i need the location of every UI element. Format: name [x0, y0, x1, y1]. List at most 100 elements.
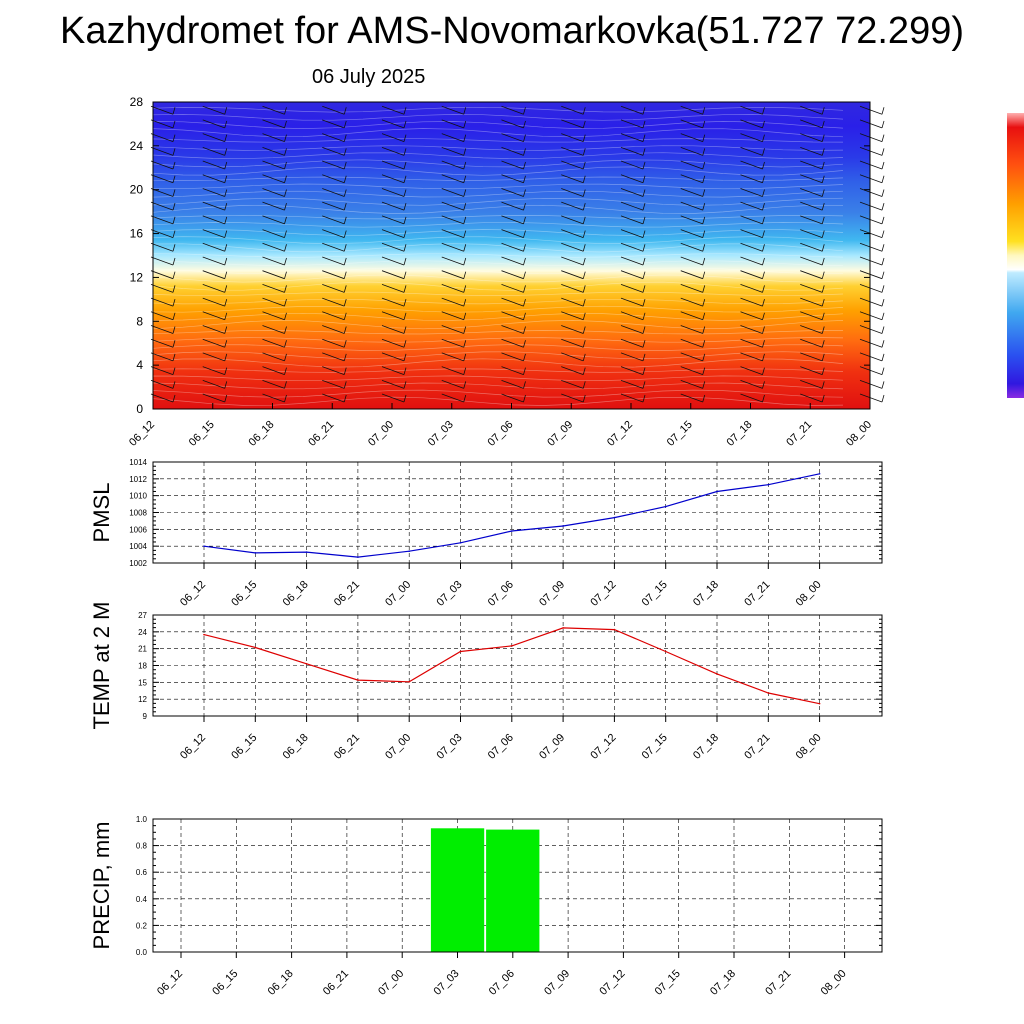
- wind-barb: [800, 119, 825, 129]
- wind-barb: [561, 379, 586, 389]
- wind-barb: [800, 325, 825, 334]
- wind-barb: [202, 201, 228, 211]
- pmsl-x-tick-label: 07_09: [537, 579, 567, 609]
- wind-barb: [202, 379, 228, 389]
- wind-barb: [859, 297, 885, 307]
- wind-barb: [859, 201, 885, 211]
- contour-line: [152, 312, 844, 321]
- wind-barb: [620, 270, 646, 280]
- wind-barb: [680, 256, 706, 266]
- wind-barb: [501, 366, 526, 376]
- wind-barb: [381, 201, 407, 211]
- wind-barb: [381, 338, 407, 348]
- wind-barb: [441, 133, 467, 143]
- wind-barb: [740, 174, 765, 184]
- wind-barb: [680, 352, 706, 362]
- wind-barb: [800, 284, 825, 293]
- wind-barb: [859, 133, 885, 143]
- wind-barb: [620, 256, 646, 266]
- pmsl-point: [408, 550, 411, 553]
- pmsl-x-tick-label: 06_15: [229, 579, 259, 609]
- wind-barb: [800, 133, 825, 143]
- pmsl-frame: [152, 461, 883, 564]
- wind-barb: [859, 366, 885, 376]
- wind-barb: [859, 119, 885, 129]
- wind-barb: [381, 242, 407, 252]
- wind-barb: [150, 338, 176, 348]
- wind-barb: [859, 311, 885, 321]
- wind-barb: [501, 215, 526, 225]
- wind-barb: [620, 297, 646, 307]
- temp-x-tick-label: 06_15: [229, 732, 259, 762]
- wind-barb: [150, 146, 176, 156]
- wind-barb: [620, 284, 646, 293]
- wind-barb: [680, 366, 706, 376]
- contour-line: [152, 243, 844, 253]
- temp-point: [305, 663, 308, 665]
- pmsl-point: [511, 530, 513, 532]
- wind-barb: [202, 366, 228, 376]
- wind-barb: [322, 188, 347, 197]
- wind-barb: [202, 188, 228, 197]
- heatmap-y-tick-label: 24: [130, 139, 144, 153]
- contour-line: [152, 274, 844, 283]
- wind-barb: [441, 229, 467, 238]
- wind-barb: [202, 297, 228, 307]
- temp-y-axis-label: TEMP at 2 M: [89, 602, 114, 730]
- wind-barb: [859, 393, 885, 403]
- heatmap-x-tick-label: 06_21: [306, 419, 336, 449]
- wind-barb: [202, 242, 228, 252]
- wind-barb: [262, 229, 287, 238]
- wind-barb: [800, 160, 825, 170]
- contour-line: [152, 106, 844, 113]
- wind-barb: [800, 215, 825, 225]
- contour-line: [152, 320, 844, 330]
- pmsl-x-tick-label: 06_21: [332, 579, 362, 609]
- temp-point: [664, 650, 667, 653]
- precip-y-tick-label: 0.8: [136, 842, 148, 851]
- wind-barb: [501, 133, 526, 143]
- heatmap-x-tick-label: 07_12: [605, 419, 635, 449]
- temp-x-tick-label: 07_12: [588, 732, 618, 762]
- wind-barb: [202, 338, 228, 348]
- wind-barb: [680, 311, 706, 321]
- wind-barb: [441, 393, 467, 403]
- contour-line: [152, 368, 844, 373]
- wind-barb: [561, 366, 586, 376]
- temp-x-tick-label: 07_09: [537, 732, 567, 762]
- wind-barb: [800, 270, 825, 280]
- contour-line: [152, 253, 844, 258]
- wind-barb: [322, 284, 347, 293]
- wind-barb: [150, 325, 176, 334]
- wind-barb: [859, 146, 885, 156]
- wind-barb: [150, 393, 176, 403]
- precip-frame: [152, 818, 883, 953]
- wind-barb: [620, 325, 646, 334]
- wind-barb: [740, 352, 765, 362]
- wind-barb: [620, 105, 646, 115]
- wind-barb: [800, 188, 825, 197]
- wind-barb: [441, 325, 467, 334]
- wind-barb: [202, 119, 228, 129]
- wind-barb: [441, 201, 467, 211]
- contour-line: [152, 214, 844, 220]
- temp-y-tick-label: 12: [138, 695, 147, 704]
- wind-barb: [441, 146, 467, 156]
- wind-barb: [501, 284, 526, 293]
- wind-barb: [620, 352, 646, 362]
- wind-barb: [501, 160, 526, 170]
- wind-barb: [262, 379, 287, 389]
- temp-point: [459, 650, 462, 653]
- wind-barb: [381, 105, 407, 115]
- wind-barb: [262, 366, 287, 376]
- wind-barb: [322, 393, 347, 403]
- heatmap-y-tick-label: 4: [136, 358, 143, 372]
- wind-barb: [620, 338, 646, 348]
- wind-barb: [501, 119, 526, 129]
- wind-barb: [561, 352, 586, 362]
- heatmap-y-tick-label: 16: [130, 227, 144, 241]
- wind-barb: [202, 352, 228, 362]
- wind-barb: [381, 229, 407, 238]
- wind-barb: [150, 379, 176, 389]
- wind-barb: [501, 297, 526, 307]
